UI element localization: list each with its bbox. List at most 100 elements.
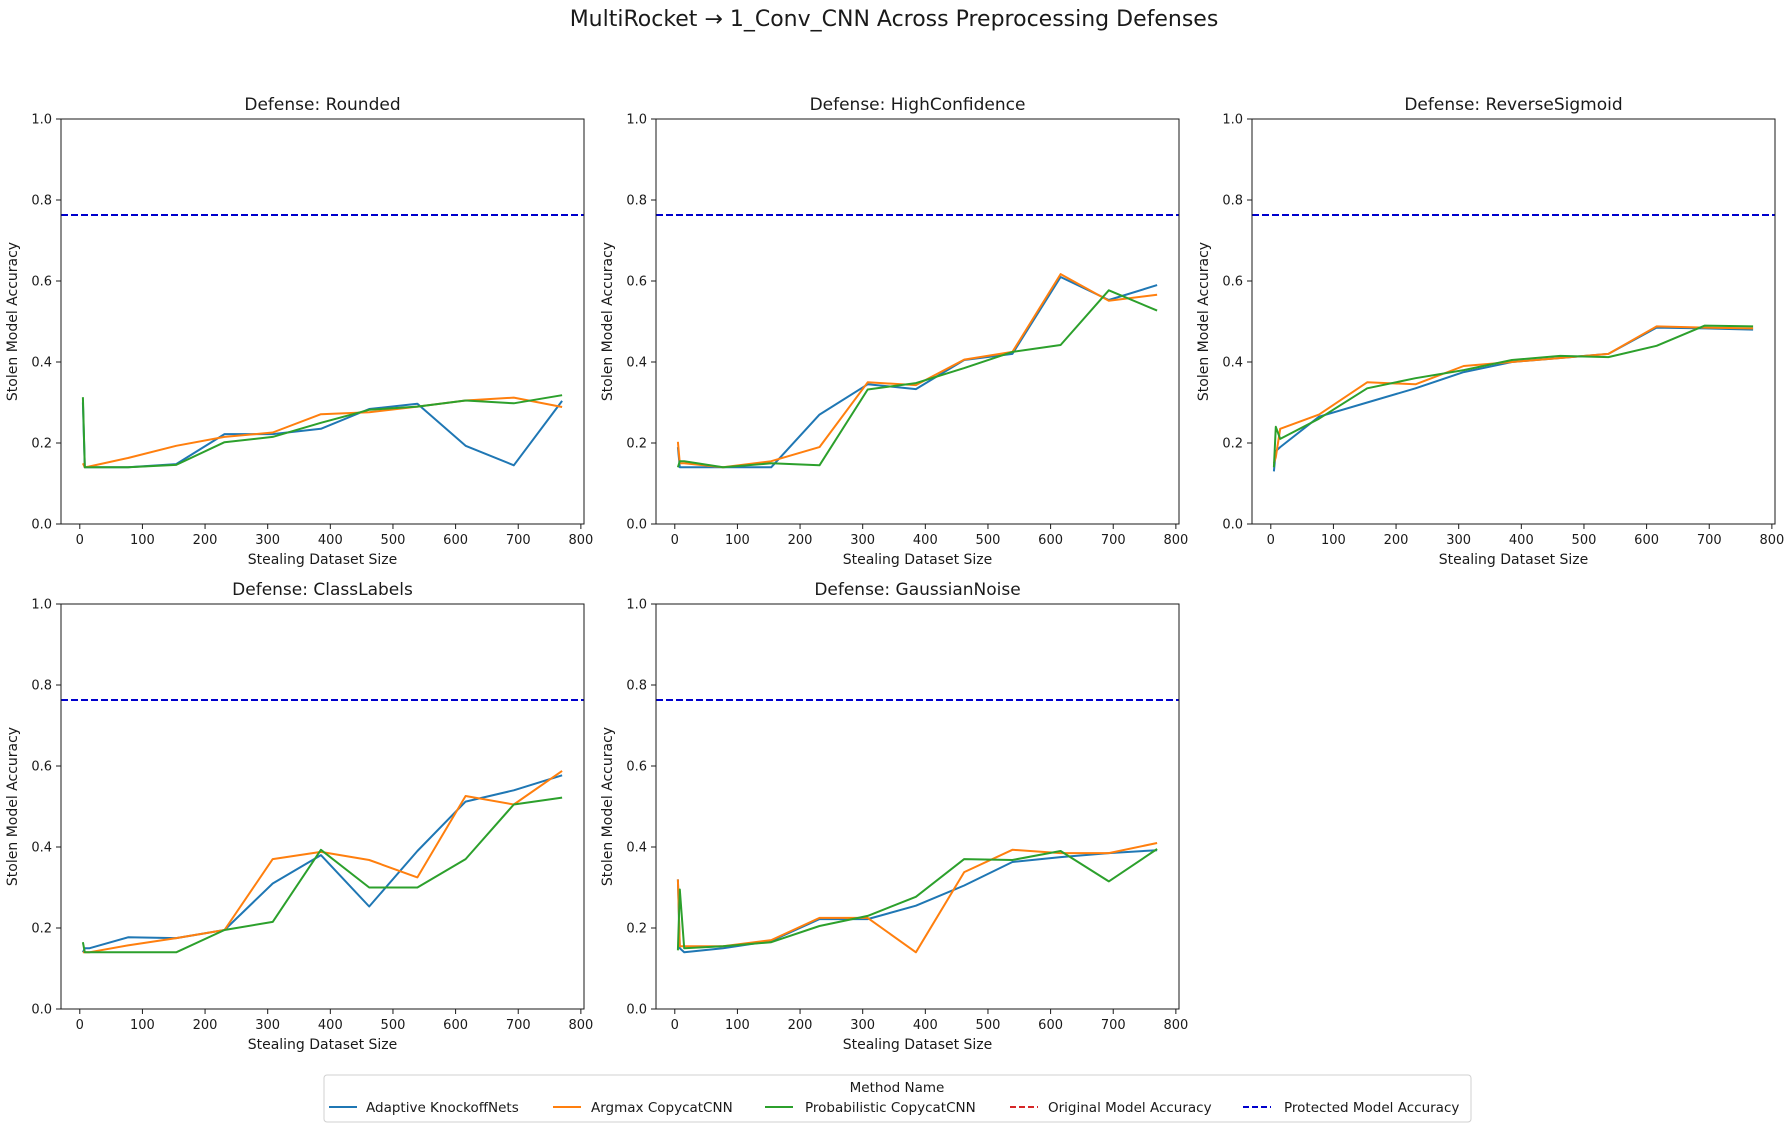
x-tick-label: 600 <box>443 1018 468 1033</box>
y-tick-label: 0.2 <box>31 922 52 937</box>
x-tick-label: 300 <box>850 533 875 548</box>
x-tick-label: 700 <box>1697 533 1722 548</box>
y-tick-label: 0.4 <box>31 356 52 371</box>
y-axis-label: Stolen Model Accuracy <box>1196 242 1212 401</box>
subplot-title: Defense: Rounded <box>244 95 400 115</box>
subplot-reversesigmoid: Defense: ReverseSigmoid 0 100 200 300 400 500 6… <box>1196 95 1784 568</box>
series-line-adaptive-knockoffnets <box>676 276 1158 469</box>
subplot-highconfidence: Defense: HighConfidence 0 100 200 300 400 500 6… <box>600 95 1188 568</box>
y-tick-label: 0.2 <box>626 922 647 937</box>
y-tick-label: 0.6 <box>31 760 52 775</box>
series-line-probabilistic-copycatcnn <box>81 394 563 469</box>
x-tick-label: 0 <box>1267 533 1275 548</box>
series-line-adaptive-knockoffnets <box>81 400 563 469</box>
y-tick-label: 0.4 <box>1222 356 1243 371</box>
x-tick-label: 700 <box>506 1018 531 1033</box>
x-axis-label: Stealing Dataset Size <box>843 552 993 568</box>
series-line-probabilistic-copycatcnn <box>1272 324 1754 468</box>
x-tick-label: 100 <box>1321 533 1346 548</box>
x-tick-label: 800 <box>1163 533 1188 548</box>
y-axis-label: Stolen Model Accuracy <box>5 242 21 401</box>
series-line-probabilistic-copycatcnn <box>81 796 563 954</box>
series-line-probabilistic-copycatcnn <box>676 848 1158 951</box>
x-tick-label: 800 <box>568 533 593 548</box>
x-tick-label: 600 <box>443 533 468 548</box>
series-line-adaptive-knockoffnets <box>81 774 563 953</box>
x-tick-label: 800 <box>1163 1018 1188 1033</box>
y-tick-label: 0.0 <box>31 518 52 533</box>
plot-area-frame <box>655 603 1180 1010</box>
x-tick-label: 500 <box>976 533 1001 548</box>
y-tick-label: 0.4 <box>626 841 647 856</box>
y-tick-label: 0.2 <box>31 437 52 452</box>
y-axis-label: Stolen Model Accuracy <box>5 727 21 886</box>
x-tick-label: 300 <box>255 1018 280 1033</box>
subplot-classlabels: Defense: ClassLabels 0 100 200 300 400 500 600 7… <box>5 580 593 1053</box>
y-tick-label: 0.8 <box>626 679 647 694</box>
series-line-argmax-copycatcnn <box>1272 325 1754 464</box>
x-tick-label: 700 <box>1101 533 1126 548</box>
x-tick-label: 700 <box>1101 1018 1126 1033</box>
y-tick-label: 0.8 <box>626 194 647 209</box>
y-tick-label: 0.0 <box>626 1003 647 1018</box>
plot-area-frame <box>1251 118 1776 525</box>
y-tick-label: 0.4 <box>31 841 52 856</box>
series-line-argmax-copycatcnn <box>82 770 563 954</box>
y-tick-label: 0.0 <box>626 518 647 533</box>
y-tick-label: 1.0 <box>626 598 647 613</box>
x-tick-label: 200 <box>193 533 218 548</box>
x-tick-label: 0 <box>671 1018 679 1033</box>
x-tick-label: 300 <box>850 1018 875 1033</box>
x-tick-label: 400 <box>913 1018 938 1033</box>
series-line-adaptive-knockoffnets <box>1272 326 1754 472</box>
y-tick-label: 0.8 <box>31 194 52 209</box>
subplot-title: Defense: ClassLabels <box>232 580 413 600</box>
y-tick-label: 1.0 <box>31 598 52 613</box>
x-tick-label: 300 <box>1446 533 1471 548</box>
x-tick-label: 800 <box>1759 533 1784 548</box>
y-tick-label: 0.6 <box>1222 275 1243 290</box>
series-line-probabilistic-copycatcnn <box>676 289 1158 469</box>
y-axis-label: Stolen Model Accuracy <box>600 727 616 886</box>
subplot-rounded: Defense: Rounded 0 100 200 300 400 500 600 700 80… <box>5 95 593 568</box>
legend-label-protected-model-accuracy: Protected Model Accuracy <box>1284 1100 1459 1116</box>
x-tick-label: 700 <box>506 533 531 548</box>
series-line-argmax-copycatcnn <box>81 396 563 469</box>
x-tick-label: 500 <box>381 533 406 548</box>
subplot-title: Defense: ReverseSigmoid <box>1404 95 1622 115</box>
y-tick-label: 0.0 <box>31 1003 52 1018</box>
subplot-title: Defense: GaussianNoise <box>814 580 1020 600</box>
x-tick-label: 0 <box>671 533 679 548</box>
x-tick-label: 300 <box>255 533 280 548</box>
y-tick-label: 0.4 <box>626 356 647 371</box>
legend-frame <box>323 1074 1472 1123</box>
legend-label-adaptive-knockoffnets: Adaptive KnockoffNets <box>366 1100 519 1116</box>
x-tick-label: 500 <box>976 1018 1001 1033</box>
y-tick-label: 0.6 <box>626 275 647 290</box>
subplots-grid: Defense: Rounded 0 100 200 300 400 500 600 700 80… <box>5 95 1784 1053</box>
y-tick-label: 0.0 <box>1222 518 1243 533</box>
x-axis-label: Stealing Dataset Size <box>843 1037 993 1053</box>
x-tick-label: 200 <box>1384 533 1409 548</box>
legend-label-argmax-copycatcnn: Argmax CopycatCNN <box>591 1100 733 1116</box>
figure-title: MultiRocket → 1_Conv_CNN Across Preproce… <box>570 7 1219 32</box>
x-tick-label: 400 <box>913 533 938 548</box>
subplot-gaussiannoise: Defense: GaussianNoise 0 100 200 300 400 500 60… <box>600 580 1188 1053</box>
y-tick-label: 1.0 <box>626 113 647 128</box>
x-tick-label: 100 <box>130 533 155 548</box>
x-tick-label: 100 <box>130 1018 155 1033</box>
subplot-title: Defense: HighConfidence <box>810 95 1026 115</box>
y-tick-label: 1.0 <box>1222 113 1243 128</box>
y-tick-label: 1.0 <box>31 113 52 128</box>
legend-label-probabilistic-copycatcnn: Probabilistic CopycatCNN <box>805 1100 976 1116</box>
series-line-argmax-copycatcnn <box>676 273 1158 469</box>
y-tick-label: 0.2 <box>1222 437 1243 452</box>
x-tick-label: 500 <box>381 1018 406 1033</box>
y-tick-label: 0.2 <box>626 437 647 452</box>
x-axis-label: Stealing Dataset Size <box>1439 552 1589 568</box>
x-tick-label: 0 <box>76 1018 84 1033</box>
legend-title: Method Name <box>850 1080 945 1096</box>
series-line-argmax-copycatcnn <box>676 842 1158 954</box>
x-tick-label: 400 <box>318 1018 343 1033</box>
